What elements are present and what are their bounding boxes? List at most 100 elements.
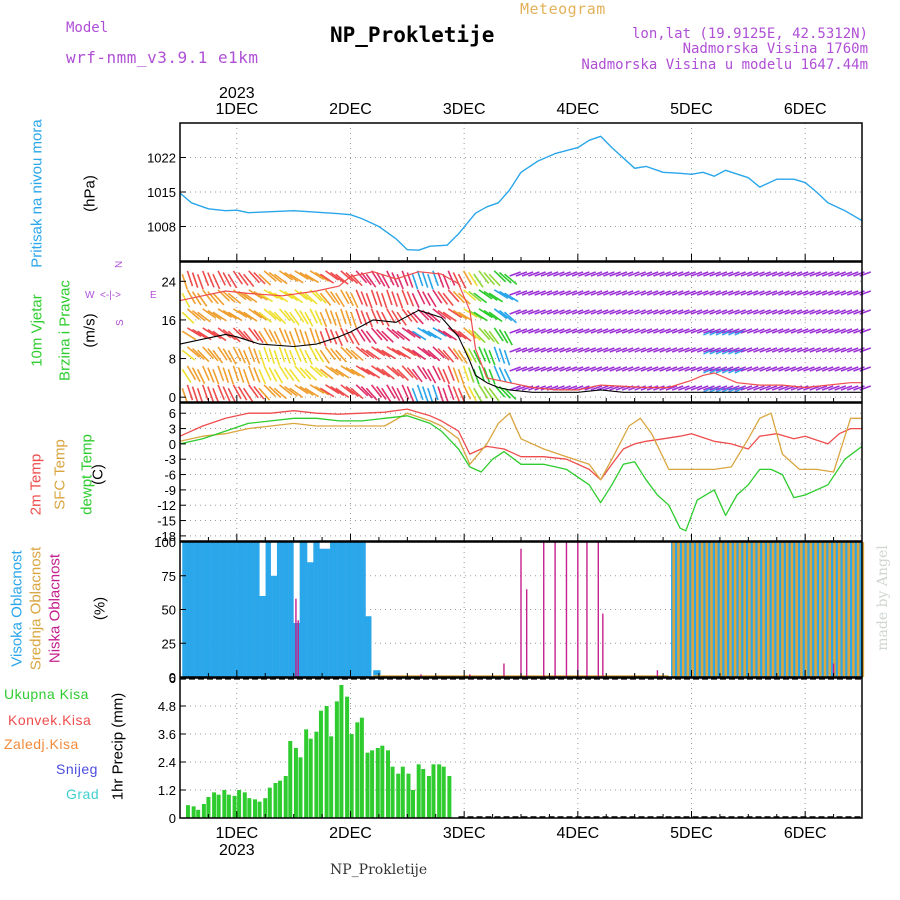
wind-barb bbox=[709, 347, 721, 353]
cloud-unit: (%) bbox=[91, 596, 109, 621]
wind-barb bbox=[309, 365, 323, 378]
wind-barb bbox=[350, 387, 364, 400]
wind-panel-bg bbox=[180, 262, 862, 402]
cloud-high-bar bbox=[831, 542, 835, 677]
cloud-mid-bar bbox=[856, 542, 860, 677]
wind-ytick-label: 8 bbox=[169, 352, 176, 367]
cloud-mid-bar bbox=[814, 542, 817, 677]
cloud-mid-bar bbox=[766, 542, 770, 677]
wind-barb bbox=[181, 273, 189, 290]
cloud-high-bar bbox=[348, 542, 352, 677]
wind-barb bbox=[534, 366, 546, 372]
wind-barb bbox=[734, 385, 746, 391]
wind-barb bbox=[696, 309, 709, 315]
wind-barb bbox=[237, 367, 245, 383]
precip-bar bbox=[222, 790, 227, 818]
wind-barb bbox=[540, 366, 553, 372]
wind-barb bbox=[571, 290, 584, 296]
wind-barb bbox=[840, 328, 853, 334]
wind-barb bbox=[659, 347, 671, 353]
wind-barb bbox=[473, 330, 486, 344]
wind-barb bbox=[571, 309, 584, 315]
coords-label: lon,lat (19.9125E, 42.5312N) bbox=[631, 26, 868, 42]
wind-barb bbox=[678, 347, 690, 353]
cloud-high-bar bbox=[680, 542, 684, 677]
precip-bar bbox=[278, 780, 283, 818]
wind-barb bbox=[640, 347, 653, 353]
wind-barb bbox=[584, 366, 596, 372]
wind-barb bbox=[325, 365, 339, 376]
wind-barb bbox=[309, 270, 325, 281]
wind-barb bbox=[370, 308, 379, 324]
model-label: Model bbox=[66, 20, 109, 36]
wind-barb bbox=[584, 290, 596, 296]
wind-barb bbox=[488, 311, 503, 323]
wind-barb bbox=[381, 330, 394, 343]
wind-barb bbox=[468, 328, 481, 341]
wind-barb bbox=[381, 368, 395, 380]
wind-barb bbox=[734, 349, 744, 355]
cloud-high-bar bbox=[727, 542, 731, 677]
precip-bar bbox=[345, 696, 350, 818]
compass-south: S bbox=[115, 319, 126, 326]
wind-barb bbox=[447, 289, 460, 303]
wind-barb bbox=[734, 290, 746, 296]
wind-barb bbox=[628, 328, 640, 334]
precip-bar bbox=[447, 776, 452, 818]
wind-barb bbox=[778, 366, 790, 372]
wind-barb bbox=[684, 271, 696, 277]
wind-barb bbox=[468, 290, 482, 303]
precip-frz-label: Zaledj.Kisa bbox=[4, 736, 79, 752]
wind-barb bbox=[483, 367, 491, 383]
precip-ytick-label: 1.2 bbox=[158, 783, 176, 798]
precip-bar bbox=[426, 776, 431, 818]
wind-barb bbox=[504, 292, 519, 303]
wind-barb bbox=[345, 366, 360, 377]
wind-barb bbox=[370, 270, 381, 285]
wind-barb bbox=[196, 368, 206, 384]
wind-barb bbox=[846, 366, 859, 372]
wind-barb bbox=[678, 271, 690, 277]
wind-barb bbox=[478, 270, 490, 284]
wind-barb bbox=[821, 271, 834, 277]
wind-barb bbox=[503, 330, 513, 346]
wind-barb bbox=[222, 328, 237, 341]
wind-barb bbox=[360, 310, 368, 326]
wind-barb bbox=[734, 271, 746, 277]
precip-conv-label: Konvek.Kisa bbox=[8, 712, 92, 728]
wind-barb bbox=[590, 290, 603, 296]
wind-barb bbox=[828, 328, 840, 334]
wind-gust-line bbox=[179, 271, 862, 391]
cloud-high-bar bbox=[827, 542, 830, 677]
wind-barb bbox=[734, 387, 744, 393]
cloud-high-bar bbox=[775, 542, 778, 677]
wind-barb bbox=[376, 328, 389, 342]
wind-barb bbox=[759, 328, 771, 334]
wind-barb bbox=[355, 270, 368, 284]
wind-barb bbox=[421, 386, 429, 402]
wind-barb bbox=[283, 310, 296, 324]
wind-barb bbox=[690, 366, 703, 372]
wind-barb bbox=[288, 330, 297, 347]
temperature-ytick-label: 6 bbox=[169, 406, 176, 421]
wind-barb bbox=[304, 292, 318, 305]
wind-barb bbox=[442, 292, 454, 307]
cloud-high-bar bbox=[312, 542, 315, 677]
wind-barb bbox=[546, 328, 559, 334]
wind-barb bbox=[227, 311, 243, 322]
wind-barb bbox=[427, 368, 437, 384]
wind-barb bbox=[590, 309, 603, 315]
cloud-mid-bar bbox=[691, 542, 694, 677]
wind-barb bbox=[181, 330, 197, 341]
precip-ytick-label: 3.6 bbox=[158, 727, 176, 742]
wind-barb bbox=[778, 290, 790, 296]
wind-barb bbox=[740, 328, 753, 334]
wind-barb bbox=[201, 384, 209, 401]
wind-barb bbox=[728, 271, 740, 277]
wind-barb bbox=[263, 365, 272, 381]
wind-barb bbox=[447, 346, 459, 360]
wind-barb bbox=[432, 289, 443, 304]
pressure-ytick-label: 1022 bbox=[147, 151, 176, 166]
wind-barb bbox=[709, 309, 721, 315]
wind-barb bbox=[828, 366, 840, 372]
